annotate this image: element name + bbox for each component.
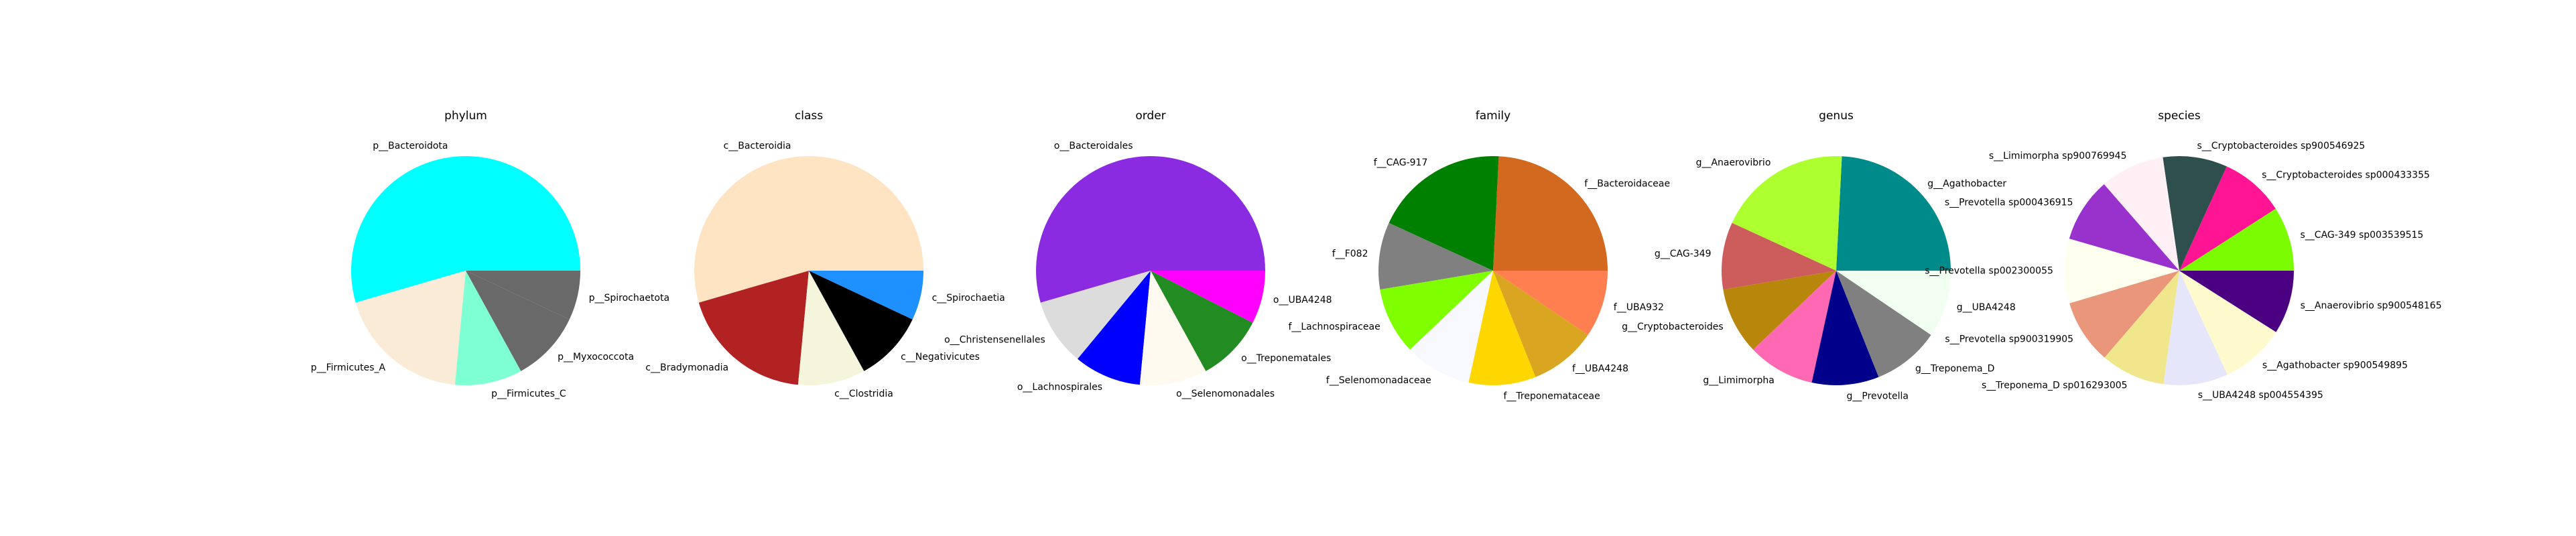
pie-slice [1723, 271, 1836, 350]
pie-slice [1036, 156, 1265, 303]
pie-chart-species: species s__CAG-349 sp003539515 s__Cryptoba… [1925, 109, 2441, 401]
pie-slice-label: o__Selenomonadales [1176, 389, 1275, 399]
pie-title: order [1135, 109, 1165, 123]
pie-slice [2104, 271, 2179, 385]
pie-slice [1836, 156, 1951, 271]
pie-slice [466, 271, 570, 371]
pie-slice-label: o__Lachnospirales [1017, 382, 1102, 393]
pie-slice-label: g__Anaerovibrio [1696, 157, 1771, 168]
pie-slice-label: o__UBA4248 [1273, 295, 1332, 306]
pie-slice [2163, 155, 2227, 271]
pie-slice [2069, 271, 2179, 358]
pie-slice [2064, 239, 2179, 304]
pie-slice-label: s__Agathobacter sp900549895 [2262, 360, 2408, 371]
pie-slice-label: f__Treponemataceae [1504, 391, 1600, 402]
pie-slice-label: g__Limimorpha [1703, 375, 1774, 386]
pie-chart-family: family f__Bacteroidaceae f__CAG-917 f__F082… [1288, 109, 1670, 402]
pie-slice-label: p__Firmicutes_C [491, 389, 566, 399]
pie-slice [797, 271, 864, 385]
pie-slice-label: s__Treponema_D sp016293005 [1982, 380, 2128, 391]
pie-slice [1389, 155, 1499, 271]
pie-slice-label: f__CAG-917 [1374, 157, 1428, 168]
pie-slice-label: p__Myxococcota [558, 352, 634, 362]
pie-chart-genus: genus g__Agathobacter g__Anaerovibrio g__CA… [1622, 109, 2016, 402]
pie-slice-label: c__Bradymonadia [645, 362, 728, 373]
pie-slice [809, 271, 913, 371]
pie-slice [454, 271, 521, 385]
pie-slice [1151, 271, 1253, 371]
pie-slice-label: s__Prevotella sp900319905 [1945, 334, 2073, 344]
pie-slice [2179, 208, 2294, 271]
pie-slice [698, 271, 809, 385]
pie-slice [466, 271, 580, 320]
pie-slice-label: s__Cryptobacteroides sp900546925 [2197, 141, 2366, 151]
pie-slice [1732, 155, 1842, 271]
pie-slice [355, 271, 466, 385]
pie-slice-label: o__Treponematales [1241, 353, 1331, 364]
pie-slice-label: f__Lachnospiraceae [1288, 322, 1380, 332]
pie-slice [2163, 271, 2228, 386]
pie-slice-label: s__CAG-349 sp003539515 [2301, 230, 2424, 241]
pie-slice [1040, 271, 1151, 359]
pie-slice-label: f__Bacteroidaceae [1584, 178, 1670, 189]
pie-title: genus [1819, 109, 1854, 123]
pie-slice [1139, 271, 1206, 385]
pie-slice-label: c__Bacteroidia [724, 141, 791, 151]
pie-title: species [2158, 109, 2201, 123]
pie-slice [1493, 271, 1588, 377]
pie-slice-label: o__Christensenellales [944, 334, 1045, 345]
pie-slice-label: c__Clostridia [834, 389, 893, 399]
pie-slice [1468, 271, 1536, 385]
pie-slice-label: c__Spirochaetia [932, 293, 1005, 304]
pie-slice [1493, 156, 1608, 271]
pie-chart-phylum: phylum p__Bacteroidota p__Firmicutes_A p__F… [311, 109, 669, 399]
pie-slice [1410, 271, 1493, 383]
pie-slice-label: p__Firmicutes_A [311, 362, 386, 373]
pie-slice-label: g__UBA4248 [1957, 302, 2016, 313]
pie-slice [694, 156, 923, 303]
pie-title: family [1476, 109, 1510, 123]
pie-slice-label: s__Cryptobacteroides sp000433355 [2262, 170, 2430, 181]
pie-slice-label: g__Agathobacter [1927, 178, 2006, 189]
pie-slice-label: g__Cryptobacteroides [1622, 322, 1724, 332]
pie-slice [1380, 271, 1493, 350]
pie-chart-order: order o__Bacteroidales o__Christensenellal… [944, 109, 1332, 399]
pie-slice [1378, 222, 1493, 290]
pie-slice [1836, 271, 1931, 377]
pie-slice-label: s__Anaerovibrio sp900548165 [2301, 301, 2442, 312]
pie-slice [2104, 157, 2179, 271]
pie-slice-label: g__Treponema_D [1915, 364, 1994, 375]
pie-slice [1151, 271, 1265, 323]
pie-slice [2179, 271, 2294, 332]
pie-title: class [795, 109, 823, 123]
pie-slice [809, 271, 923, 320]
pie-slice [2179, 271, 2276, 375]
pie-slice [1078, 271, 1151, 385]
pie-slice [1721, 222, 1836, 290]
pie-slice [1753, 271, 1836, 383]
pie-slice [1493, 271, 1608, 335]
pie-slice-label: p__Bacteroidota [373, 141, 448, 151]
pie-chart-class: class c__Bacteroidia c__Bradymonadia c__Clo… [645, 109, 1005, 399]
pie-slice [2179, 166, 2276, 271]
pie-slice-label: f__UBA4248 [1572, 364, 1628, 375]
pie-title: phylum [444, 109, 487, 123]
pie-slice-label: f__UBA932 [1614, 302, 1664, 313]
pie-slice-label: f__Selenomonadaceae [1326, 375, 1431, 386]
pie-slice [351, 156, 580, 303]
pie-slice [1836, 271, 1951, 335]
pie-slice-label: g__Prevotella [1847, 391, 1909, 402]
pie-slice-label: p__Spirochaetota [589, 293, 669, 304]
pie-slice-label: f__F082 [1332, 249, 1368, 259]
pie-slice-label: s__Limimorpha sp900769945 [1989, 151, 2127, 161]
pie-slice-label: s__UBA4248 sp004554395 [2198, 390, 2323, 401]
pie-slice-label: g__CAG-349 [1655, 249, 1712, 259]
pie-slice [1811, 271, 1879, 385]
pie-slice-label: s__Prevotella sp002300055 [1925, 266, 2053, 277]
pie-slice-label: s__Prevotella sp000436915 [1945, 198, 2073, 208]
pie-slice-label: o__Bacteroidales [1054, 141, 1133, 151]
pie-slice-label: c__Negativicutes [901, 352, 980, 362]
pie-slice [2069, 184, 2179, 271]
